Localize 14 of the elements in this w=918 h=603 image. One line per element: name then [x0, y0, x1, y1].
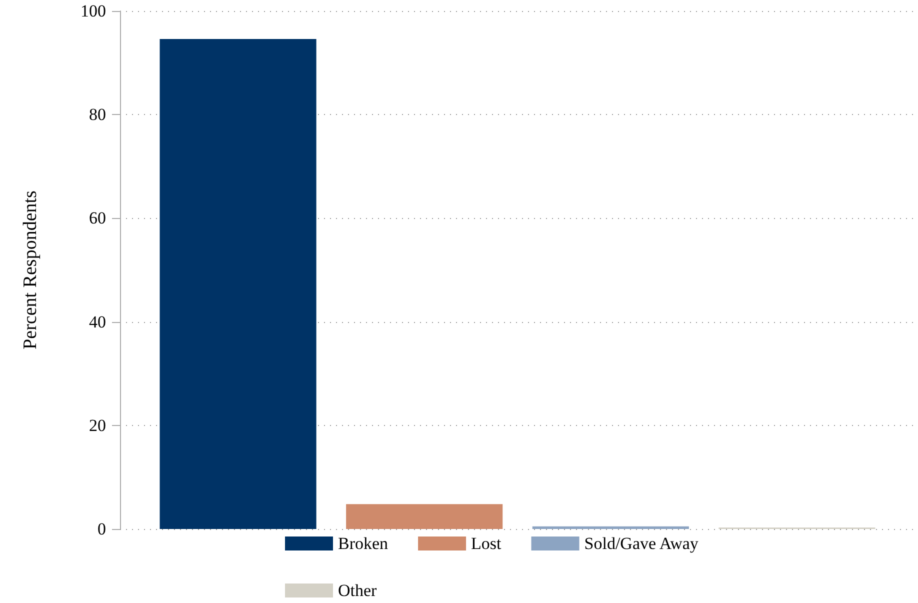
bar: [532, 526, 689, 529]
y-tick-label: 20: [89, 416, 106, 435]
y-tick-label: 40: [89, 312, 106, 332]
bar: [346, 504, 503, 529]
legend-label: Lost: [471, 534, 502, 553]
legend-label: Sold/Gave Away: [584, 534, 699, 553]
y-tick-label: 0: [98, 520, 106, 538]
y-tick-label: 80: [89, 105, 106, 124]
y-tick-label: 60: [89, 208, 106, 228]
y-axis-title: Percent Respondents: [20, 190, 41, 350]
legend-label: Other: [338, 581, 378, 600]
y-tick-label: 100: [80, 2, 106, 20]
legend-label: Broken: [338, 534, 389, 553]
bar: [160, 38, 316, 529]
